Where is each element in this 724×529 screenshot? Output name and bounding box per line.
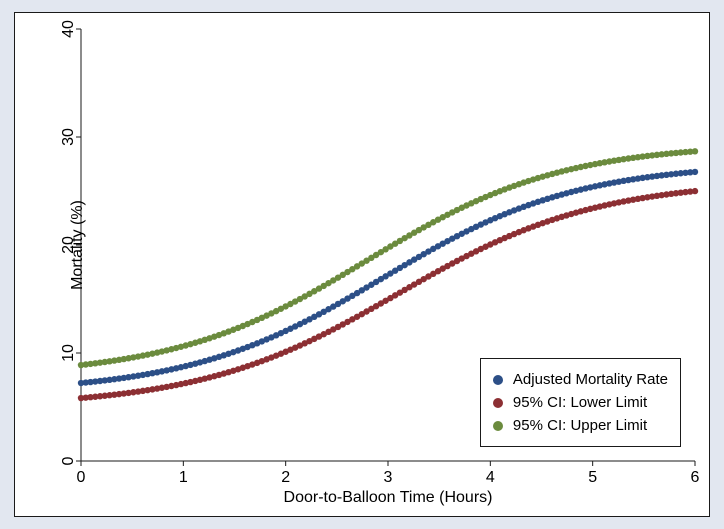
legend-marker-icon (493, 375, 503, 385)
chart-outer: Adjusted Mortality Rate95% CI: Lower Lim… (0, 0, 724, 529)
legend-item-mid: Adjusted Mortality Rate (493, 369, 668, 390)
x-tick-label: 5 (588, 469, 597, 487)
legend-item-lower: 95% CI: Lower Limit (493, 392, 668, 413)
legend-marker-icon (493, 398, 503, 408)
x-tick-label: 1 (179, 469, 188, 487)
x-tick-label: 4 (486, 469, 495, 487)
x-tick-label: 3 (384, 469, 393, 487)
y-tick-label: 10 (60, 344, 78, 362)
x-tick-label: 6 (691, 469, 700, 487)
legend-item-upper: 95% CI: Upper Limit (493, 415, 668, 436)
y-tick-label: 30 (60, 128, 78, 146)
legend-marker-icon (493, 421, 503, 431)
y-tick-label: 0 (60, 457, 78, 466)
plot-area: Adjusted Mortality Rate95% CI: Lower Lim… (81, 29, 695, 461)
legend-label: 95% CI: Lower Limit (513, 392, 647, 413)
x-axis-label: Door-to-Balloon Time (Hours) (284, 489, 493, 507)
y-tick-label: 40 (60, 20, 78, 38)
plot-frame: Adjusted Mortality Rate95% CI: Lower Lim… (14, 12, 710, 517)
x-tick-label: 0 (77, 469, 86, 487)
x-tick-label: 2 (281, 469, 290, 487)
series-mid (78, 169, 698, 387)
legend-label: 95% CI: Upper Limit (513, 415, 647, 436)
legend-label: Adjusted Mortality Rate (513, 369, 668, 390)
legend: Adjusted Mortality Rate95% CI: Lower Lim… (480, 358, 681, 447)
y-axis-label: Mortality (%) (69, 200, 87, 290)
series-upper (78, 148, 698, 368)
